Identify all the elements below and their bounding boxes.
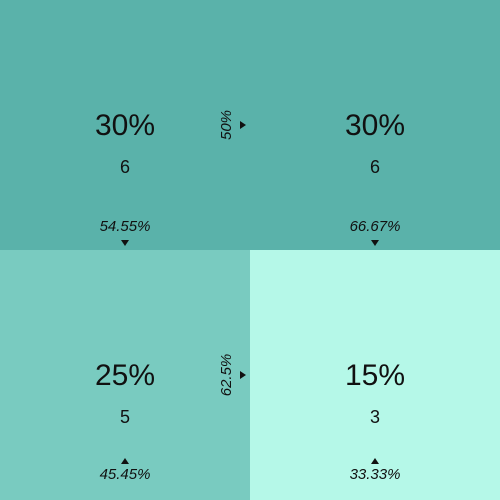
mosaic-cell: 30% 6 54.55% 50% [0, 0, 250, 250]
cell-count-label: 5 [119, 407, 130, 427]
cell-count-label: 6 [119, 157, 130, 177]
column-share-label: 33.33% [349, 466, 401, 483]
cell-count-label: 6 [369, 157, 380, 177]
pointer-triangle-icon [240, 121, 246, 129]
cell-percent-label: 15% [344, 359, 406, 392]
pointer-triangle-icon [121, 240, 129, 246]
cell-percent-label: 30% [344, 109, 406, 142]
column-share-label: 66.67% [349, 218, 401, 235]
row-share-label-wrap: 50% [218, 0, 236, 250]
pointer-triangle-icon [121, 458, 129, 464]
row-share-label-wrap: 62.5% [218, 250, 236, 500]
mosaic-cell: 15%333.33%37.5% [250, 250, 500, 500]
cell-percent-label: 25% [94, 359, 156, 392]
pointer-triangle-icon [371, 458, 379, 464]
pointer-triangle-icon [240, 371, 246, 379]
mosaic-cell: 25% 5 45.45% 62.5% [0, 250, 250, 500]
row-share-label: 50% [218, 109, 235, 141]
cell-count-label: 3 [369, 407, 380, 427]
pointer-triangle-icon [371, 240, 379, 246]
cell-percent-label: 30% [94, 109, 156, 142]
column-share-label: 54.55% [99, 218, 151, 235]
mosaic-cell: 30%666.67%50% [250, 0, 500, 250]
row-share-label: 62.5% [218, 353, 235, 397]
column-share-label: 45.45% [99, 466, 151, 483]
